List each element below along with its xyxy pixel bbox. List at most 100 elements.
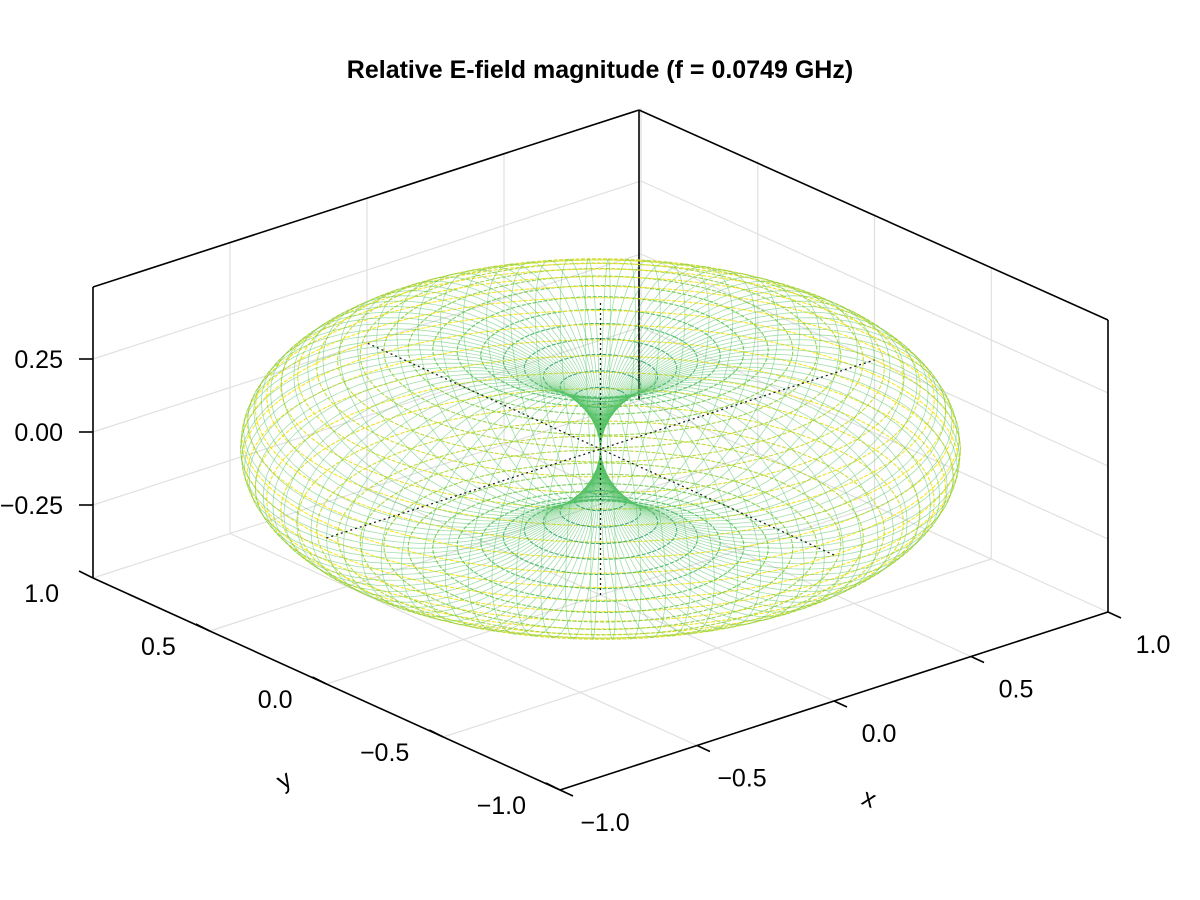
surface-meridian-line xyxy=(600,373,931,581)
surface-meridian-line xyxy=(307,300,601,517)
front-axis-frame xyxy=(92,577,1109,791)
x-tick-label: 0.5 xyxy=(999,676,1034,704)
surface-meridian-line xyxy=(310,381,601,598)
surface-meridian-line xyxy=(600,311,918,522)
surface-meridian-line xyxy=(253,328,601,532)
surface-meridian-line xyxy=(283,376,601,587)
y-tick-label: 0.0 xyxy=(258,686,293,714)
surface-meridian-line xyxy=(444,393,601,629)
surface-meridian-line xyxy=(600,317,929,525)
axis-edge xyxy=(92,109,640,288)
surface-meridian-line xyxy=(600,392,784,626)
x-axis-label: x xyxy=(858,783,881,814)
surface-meridian-line xyxy=(600,300,891,517)
grid-line xyxy=(92,180,642,360)
x-tick-mark xyxy=(696,744,711,753)
surface-meridian-line xyxy=(262,370,601,576)
chart-title: Relative E-field magnitude (f = 0.0749 G… xyxy=(347,56,853,84)
x-tick-mark xyxy=(833,700,848,708)
y-tick-mark xyxy=(428,729,444,738)
surface-meridian-line xyxy=(600,393,762,629)
surface-meridian-line xyxy=(343,386,601,608)
surface-meridian-line xyxy=(600,280,821,509)
surface-meridian-line xyxy=(600,349,961,549)
surface-meridian-line xyxy=(540,396,601,638)
surface-meridian-line xyxy=(600,396,617,640)
y-axis-label: y xyxy=(272,765,297,796)
surface-meridian-line xyxy=(600,379,908,592)
surface-meridian-line xyxy=(600,269,757,505)
surface-meridian-line xyxy=(361,388,601,613)
surface-meridian-line xyxy=(417,272,601,506)
y-tick-label: −1.0 xyxy=(477,792,526,820)
surface-meridian-line xyxy=(600,339,958,540)
surface-meridian-line xyxy=(260,322,601,528)
surface-meridian-line xyxy=(600,328,947,532)
surface-meridian-line xyxy=(600,322,939,528)
e-field-surface xyxy=(239,258,962,640)
surface-meridian-line xyxy=(247,333,601,536)
y-tick-mark xyxy=(312,676,327,685)
surface-meridian-line xyxy=(600,389,825,618)
x-tick-label: −0.5 xyxy=(717,765,766,793)
surface-meridian-line xyxy=(600,306,905,519)
x-origin-line xyxy=(326,359,875,539)
surface-meridian-line xyxy=(600,370,941,576)
surface-meridian-line xyxy=(600,386,862,608)
z-tick-label: −0.25 xyxy=(0,492,63,520)
surface-meridian-line xyxy=(280,311,601,522)
surface-meridian-line xyxy=(600,384,879,603)
surface-meridian-line xyxy=(241,354,601,554)
surface-meridian-line xyxy=(590,396,601,640)
back-axis-frame xyxy=(92,109,1109,612)
z-tick-label: 0.25 xyxy=(14,346,63,374)
surface-meridian-line xyxy=(600,272,779,506)
surface-meridian-line xyxy=(565,396,601,640)
y-tick-label: 0.5 xyxy=(141,633,176,661)
surface-meridian-line xyxy=(248,362,601,565)
x-tick-mark xyxy=(970,655,985,664)
surface-meridian-line xyxy=(240,349,601,549)
y-tick-mark xyxy=(545,782,561,791)
surface-meridian-line xyxy=(357,285,601,510)
surface-meridian-line xyxy=(380,389,601,618)
x-tick-mark xyxy=(1107,611,1122,619)
surface-meridian-line xyxy=(439,269,601,505)
surface-meridian-line xyxy=(600,285,840,510)
axis-ticks: −1.0 −0.5 0.0 0.5 1.0 −1.0 −0.5 0.0 0.5 1.0 −0.25 0… xyxy=(0,346,1170,837)
surface-meridian-line xyxy=(600,388,844,613)
grid-line xyxy=(92,253,642,433)
y-tick-label: 1.0 xyxy=(24,580,59,608)
axis-edge xyxy=(638,109,1109,321)
surface-meridian-line xyxy=(600,381,894,598)
surface-meridian-line xyxy=(272,373,601,581)
surface-meridian-line xyxy=(401,391,601,622)
surface-meridian-line xyxy=(600,376,921,587)
surface-meridian-line xyxy=(600,344,960,544)
surface-meridian-line xyxy=(515,395,601,637)
surface-meridian-line xyxy=(243,358,601,559)
z-tick-label: 0.00 xyxy=(14,419,63,447)
grid-line xyxy=(92,326,642,506)
surface-meridian-line xyxy=(600,396,642,640)
y-tick-mark xyxy=(78,570,94,579)
surface-meridian-line xyxy=(322,295,601,514)
x-tick-label: −1.0 xyxy=(580,809,629,837)
surface-meridian-line xyxy=(339,290,601,512)
y-tick-label: −0.5 xyxy=(360,739,409,767)
x-tick-label: 0.0 xyxy=(862,720,897,748)
surface-meridian-line xyxy=(491,395,601,635)
surface-meridian-line xyxy=(254,366,601,570)
surface-meridian-line xyxy=(600,362,954,565)
surface-meridian-line xyxy=(270,317,601,525)
x-tick-label: 1.0 xyxy=(1136,631,1171,659)
surface-meridian-line xyxy=(600,333,953,536)
grid-line xyxy=(640,180,1109,394)
surface-meridian-line xyxy=(467,394,601,632)
grid-line xyxy=(443,558,992,738)
surface-meridian-line xyxy=(296,379,601,592)
surface-meridian-line xyxy=(600,366,948,570)
surface-meridian-line xyxy=(422,392,601,626)
surface-meridian-line xyxy=(584,258,601,502)
